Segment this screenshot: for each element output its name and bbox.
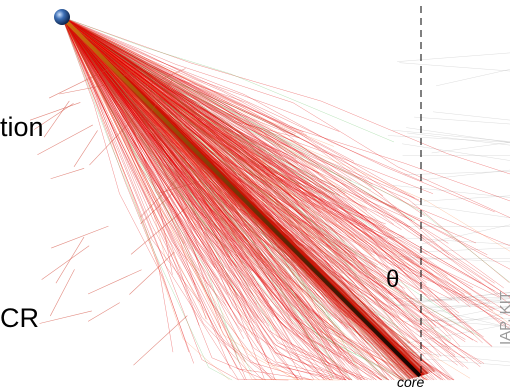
shower-drawing (0, 0, 510, 392)
shower-track (436, 69, 510, 86)
shower-track (414, 117, 510, 124)
primary-particle (54, 9, 70, 25)
shower-track (402, 144, 510, 161)
shower-track (62, 17, 420, 376)
text-fragment: CR (0, 303, 39, 334)
shower-track (433, 112, 510, 120)
shower-tracks (30, 17, 510, 381)
shower-track (50, 269, 74, 316)
shower-track (399, 63, 510, 71)
shower-track (421, 359, 510, 366)
shower-track (88, 303, 120, 322)
shower-track (44, 101, 69, 137)
shower-track (40, 311, 92, 324)
shower-track (129, 252, 174, 294)
figure: tion CR θ core IAP, KIT (0, 0, 510, 392)
core-label: core (397, 374, 424, 390)
credit: IAP, KIT (497, 291, 510, 345)
shower-track (133, 316, 187, 366)
text-fragment: tion (0, 112, 44, 143)
shower-track (56, 237, 84, 283)
angle-label: θ (386, 266, 399, 294)
shower-track (51, 168, 85, 178)
shower-track (406, 128, 510, 143)
shower-track (51, 226, 108, 248)
shower-track (42, 246, 89, 280)
shower-track (74, 130, 98, 166)
shower-track (419, 248, 510, 252)
shower-track (404, 171, 510, 174)
shower-track (432, 142, 510, 153)
shower-track (422, 170, 510, 180)
shower-track (397, 53, 510, 62)
